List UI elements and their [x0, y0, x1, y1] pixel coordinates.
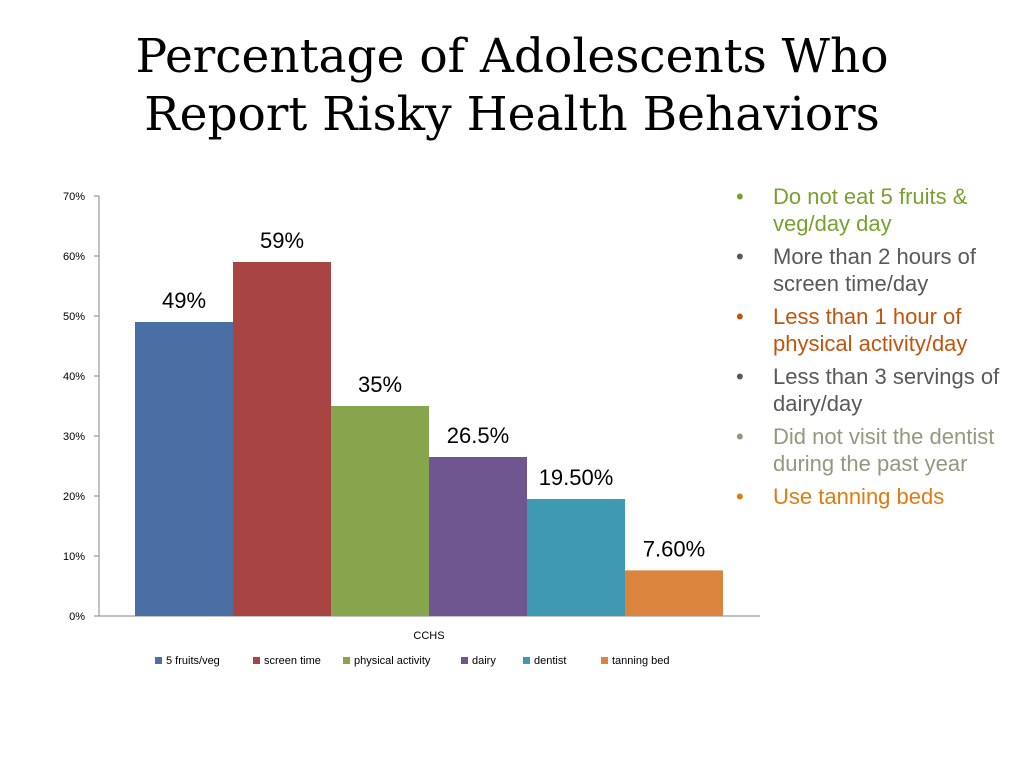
- legend-swatch: [253, 657, 260, 664]
- slide-title-line-2: Report Risky Health Behaviors: [144, 87, 880, 142]
- legend-label: 5 fruits/veg: [166, 655, 220, 667]
- bullet-icon: •: [736, 424, 744, 449]
- data-label: 19.50%: [539, 465, 614, 490]
- y-tick-label: 0%: [69, 611, 85, 623]
- legend-swatch: [343, 657, 350, 664]
- data-label: 26.5%: [447, 423, 509, 448]
- legend-label: physical activity: [354, 655, 431, 667]
- behavior-item: • Use tanning beds: [733, 483, 1008, 510]
- data-label: 59%: [260, 228, 304, 253]
- y-tick-label: 40%: [63, 371, 85, 383]
- y-tick-label: 30%: [63, 431, 85, 443]
- behavior-item-text: More than 2 hours of screen time/day: [773, 244, 977, 296]
- slide-title: Percentage of Adolescents Who Report Ris…: [0, 28, 1024, 144]
- y-tick-label: 60%: [63, 251, 85, 263]
- y-tick-label: 70%: [63, 191, 85, 203]
- bullet-icon: •: [736, 364, 744, 389]
- bullet-icon: •: [736, 304, 744, 329]
- bullet-icon: •: [736, 484, 744, 509]
- bar: [429, 457, 527, 616]
- behavior-item: • Did not visit the dentist during the pa…: [733, 423, 1008, 477]
- bar: [527, 499, 625, 616]
- legend-swatch: [601, 657, 608, 664]
- behavior-item-text: Less than 3 servings of dairy/day: [773, 364, 1000, 416]
- behavior-item-text: Do not eat 5 fruits & veg/day day: [773, 184, 968, 236]
- legend-label: tanning bed: [612, 655, 670, 667]
- legend-label: dairy: [472, 655, 496, 667]
- bar: [625, 570, 723, 616]
- data-label: 49%: [162, 288, 206, 313]
- data-label: 35%: [358, 372, 402, 397]
- behavior-item-text: Did not visit the dentist during the pas…: [773, 424, 995, 476]
- legend-swatch: [155, 657, 162, 664]
- behavior-item: • Less than 3 servings of dairy/day: [733, 363, 1008, 417]
- behavior-item: • Do not eat 5 fruits & veg/day day: [733, 183, 1008, 237]
- behavior-list: • Do not eat 5 fruits & veg/day day • More …: [733, 183, 1008, 516]
- behavior-item-text: Use tanning beds: [773, 484, 945, 509]
- y-tick-label: 20%: [63, 491, 85, 503]
- x-axis-label: CCHS: [413, 630, 444, 642]
- behavior-item-text: Less than 1 hour of physical activity/da…: [773, 304, 968, 356]
- bar: [233, 262, 331, 616]
- legend-label: dentist: [534, 655, 566, 667]
- data-label: 7.60%: [643, 536, 705, 561]
- y-tick-label: 50%: [63, 311, 85, 323]
- behavior-item: • Less than 1 hour of physical activity/d…: [733, 303, 1008, 357]
- bar: [331, 406, 429, 616]
- slide-title-line-1: Percentage of Adolescents Who: [135, 29, 889, 84]
- bullet-icon: •: [736, 244, 744, 269]
- behavior-item: • More than 2 hours of screen time/day: [733, 243, 1008, 297]
- bar-chart: 0% 10% 20% 30% 40% 50% 60% 70% 49% 59% 35% 26.5% 19.…: [63, 191, 760, 667]
- legend-label: screen time: [264, 655, 321, 667]
- bullet-icon: •: [736, 184, 744, 209]
- legend-swatch: [461, 657, 468, 664]
- bar: [135, 322, 233, 616]
- legend: 5 fruits/veg screen time physical activity…: [155, 655, 670, 667]
- y-tick-label: 10%: [63, 551, 85, 563]
- legend-swatch: [523, 657, 530, 664]
